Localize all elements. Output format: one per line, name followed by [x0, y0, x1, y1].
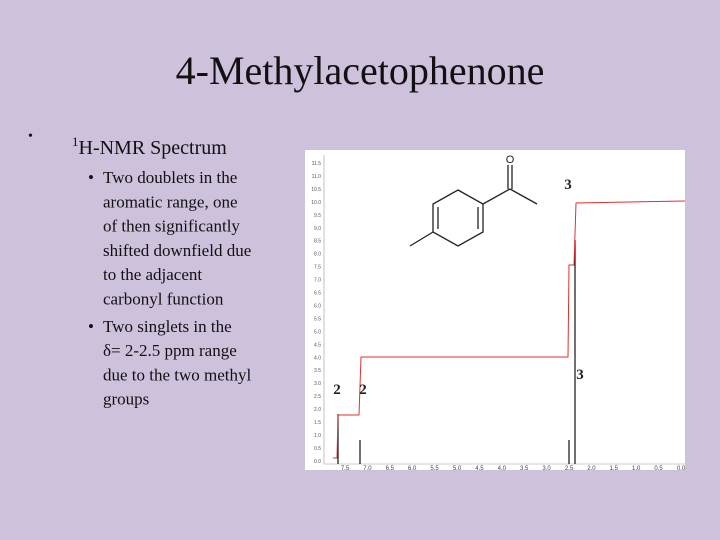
y-axis-label: 3.5 [314, 368, 321, 374]
integral-label: 3 [576, 367, 584, 383]
x-axis-label: 3.5 [520, 466, 529, 472]
y-axis-label: 4.0 [314, 355, 321, 361]
spectrum-image [305, 150, 685, 470]
y-axis-label: 5.5 [314, 316, 321, 322]
x-axis-label: 1.5 [610, 466, 619, 472]
spectrum-labels: 11.5 11.0 10.5 10.0 9.5 9.0 8.5 8.0 7.5 7.0 6.5 6.0… [311, 161, 686, 472]
atom-label: O [506, 154, 515, 166]
x-axis-label: 6.0 [408, 466, 417, 472]
x-axis-label: 5.5 [430, 466, 439, 472]
sub-bullet-line: δ= 2-2.5 ppm range [103, 341, 237, 360]
x-axis-label: 6.5 [386, 466, 395, 472]
integral-label: 2 [359, 382, 367, 398]
y-axis-label: 11.0 [312, 174, 322, 180]
y-axis-label: 9.5 [314, 213, 321, 219]
bullet-marker: • [28, 129, 33, 144]
x-axis-label: 4.0 [498, 466, 507, 472]
y-axis-label: 0.5 [314, 446, 321, 452]
x-axis-label: 5.0 [453, 466, 462, 472]
x-axis-label: 1.0 [632, 466, 641, 472]
sub-bullet-line: aromatic range, one [103, 192, 238, 211]
sub-bullet-marker: • [88, 317, 94, 336]
sub-bullet-line: to the adjacent [103, 265, 202, 284]
sub-bullet-line: Two singlets in the [103, 317, 232, 336]
y-axis-label: 10.5 [311, 187, 321, 193]
y-axis-label: 8.0 [314, 252, 321, 258]
y-axis-label: 4.5 [314, 342, 321, 348]
y-axis-label: 0.0 [314, 459, 321, 465]
sub-bullets: • Two doublets in the aromatic range, one o… [88, 168, 252, 409]
bullet-main: H-NMR Spectrum [79, 137, 228, 159]
molecule [409, 165, 538, 247]
x-axis-label: 7.5 [341, 466, 350, 472]
y-axis-label: 5.0 [314, 329, 321, 335]
sub-bullet-line: due to the two methyl [103, 365, 252, 384]
sub-bullet-marker: • [88, 168, 94, 187]
y-axis-label: 2.0 [314, 407, 321, 413]
integration-curve [333, 200, 686, 459]
y-axis-label: 7.0 [314, 278, 321, 284]
x-axis-label: 4.5 [475, 466, 484, 472]
x-axis-label: 0.5 [654, 466, 663, 472]
superscript: 1 [72, 134, 79, 149]
bullet-text: 1H-NMR Spectrum [72, 134, 227, 159]
sub-bullet-line: of then significantly [103, 217, 240, 236]
slide-title: 4-Methylacetophenone [176, 48, 545, 93]
x-axis-label: 2.5 [565, 466, 574, 472]
y-axis-label: 10.0 [311, 200, 321, 206]
y-axis-label: 6.0 [314, 303, 321, 309]
y-axis-label: 9.0 [314, 226, 321, 232]
y-axis-label: 7.5 [314, 265, 321, 271]
sub-bullet-line: groups [103, 390, 149, 409]
sub-bullet-line: shifted downfield due [103, 241, 251, 260]
x-axis-label: 2.0 [587, 466, 596, 472]
x-axis-label: 3.0 [542, 466, 551, 472]
y-axis-label: 2.5 [314, 394, 321, 400]
y-axis-label: 1.5 [314, 420, 321, 426]
integral-label: 2 [333, 382, 341, 398]
y-axis-label: 8.5 [314, 239, 321, 245]
y-axis-label: 1.0 [314, 433, 321, 439]
y-axis-label: 11.5 [312, 161, 322, 167]
y-axis-label: 6.5 [314, 291, 321, 297]
x-axis-label: 7.0 [363, 466, 372, 472]
sub-bullet-line: Two doublets in the [103, 168, 237, 187]
sub-bullet-line: carbonyl function [103, 290, 224, 309]
integral-label: 3 [564, 177, 572, 193]
x-axis-label: 0.0 [677, 466, 686, 472]
y-axis-label: 3.0 [314, 381, 321, 387]
